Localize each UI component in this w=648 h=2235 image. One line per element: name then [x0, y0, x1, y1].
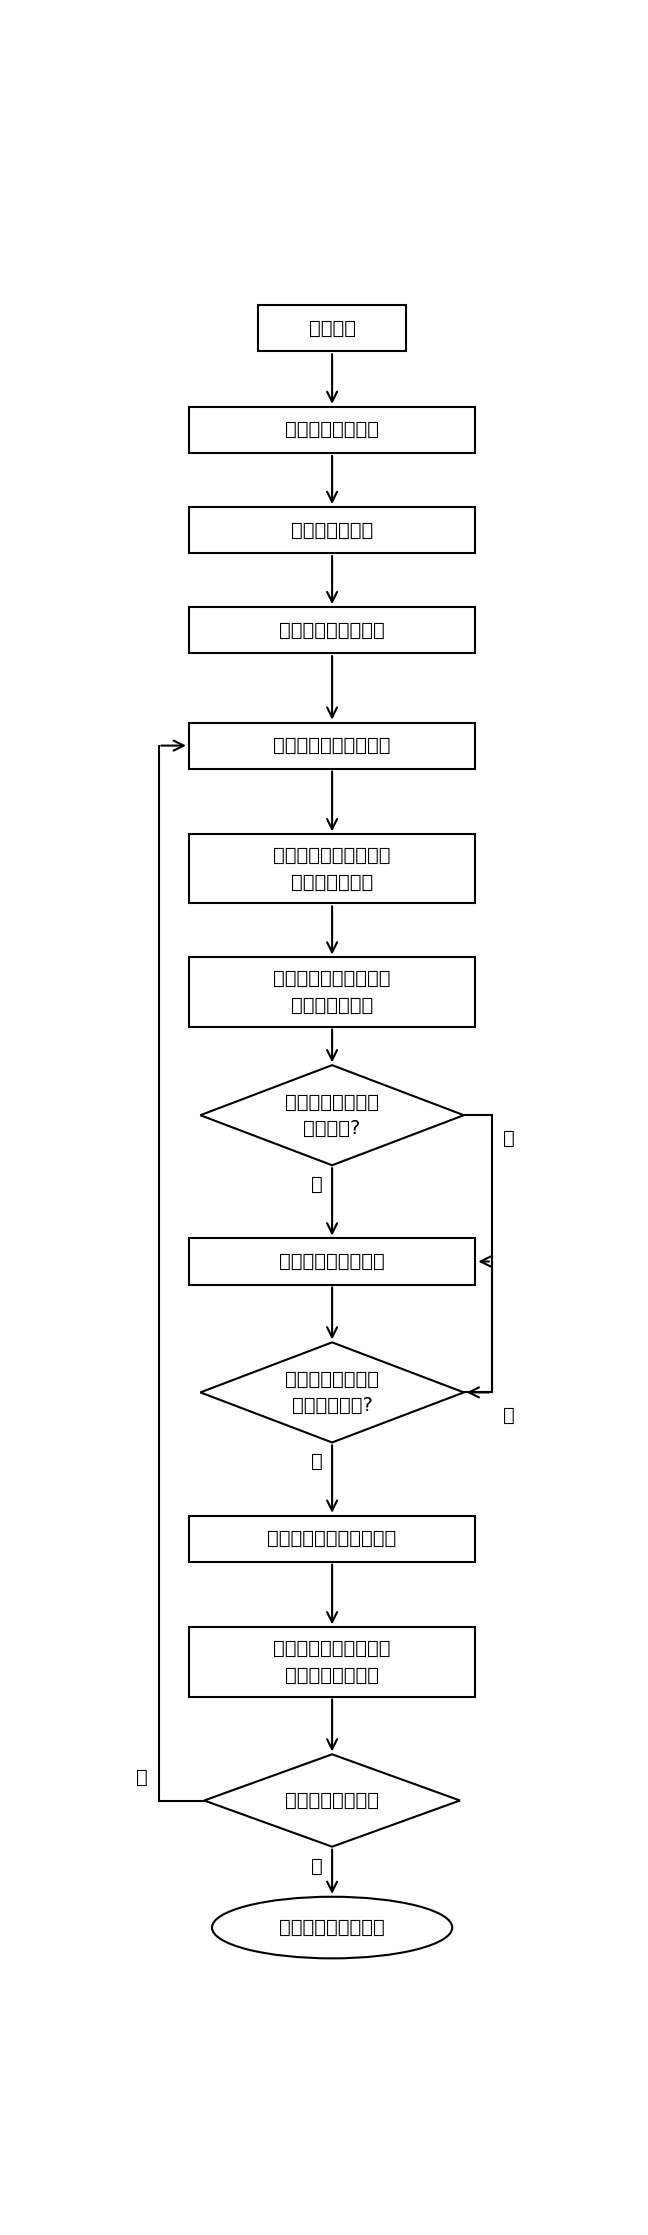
Text: 环境建模: 环境建模 — [308, 320, 356, 337]
Bar — [189, 1515, 476, 1562]
Bar — [189, 957, 476, 1026]
Text: 当前路径粒子是否
有冗余维信息?: 当前路径粒子是否 有冗余维信息? — [285, 1370, 379, 1415]
Text: 各基本膜中得到不同维
数的最优路径粒子: 各基本膜中得到不同维 数的最优路径粒子 — [273, 1638, 391, 1685]
Text: 更新各基本膜中路径粒
子的速度和位置: 更新各基本膜中路径粒 子的速度和位置 — [273, 970, 391, 1015]
Text: 是: 是 — [311, 1453, 323, 1471]
Text: 去除路径粒子冗余维信息: 去除路径粒子冗余维信息 — [268, 1529, 397, 1549]
Polygon shape — [204, 1754, 460, 1846]
Text: 初始化有效路径粒子: 初始化有效路径粒子 — [279, 621, 385, 639]
Text: 路径粒子分类与重归类: 路径粒子分类与重归类 — [273, 735, 391, 755]
Text: 是: 是 — [311, 1176, 323, 1193]
Text: 是: 是 — [311, 1857, 323, 1875]
Text: 否: 否 — [503, 1129, 515, 1149]
Text: 否: 否 — [135, 1768, 147, 1788]
Bar — [189, 608, 476, 653]
Text: 设置适应度函数: 设置适应度函数 — [291, 521, 373, 539]
Polygon shape — [200, 1343, 464, 1442]
Ellipse shape — [212, 1898, 452, 1958]
Text: 是否满足终止条件: 是否满足终止条件 — [285, 1790, 379, 1810]
Bar — [189, 1627, 476, 1696]
Text: 修正路径粒子无效维: 修正路径粒子无效维 — [279, 1252, 385, 1272]
Text: 当前路径粒子是否
有无效维?: 当前路径粒子是否 有无效维? — [285, 1093, 379, 1138]
Text: 评价各基本膜中路径粒
子的适应度函数: 评价各基本膜中路径粒 子的适应度函数 — [273, 847, 391, 892]
Bar — [259, 306, 406, 351]
Polygon shape — [200, 1066, 464, 1164]
Text: 否: 否 — [503, 1406, 515, 1426]
Bar — [189, 834, 476, 903]
Bar — [189, 1238, 476, 1285]
Bar — [189, 407, 476, 454]
Text: 输入路径规划参数: 输入路径规划参数 — [285, 420, 379, 440]
Text: 结束并输出最优路径: 结束并输出最优路径 — [279, 1918, 385, 1938]
Bar — [189, 507, 476, 552]
Bar — [189, 722, 476, 769]
